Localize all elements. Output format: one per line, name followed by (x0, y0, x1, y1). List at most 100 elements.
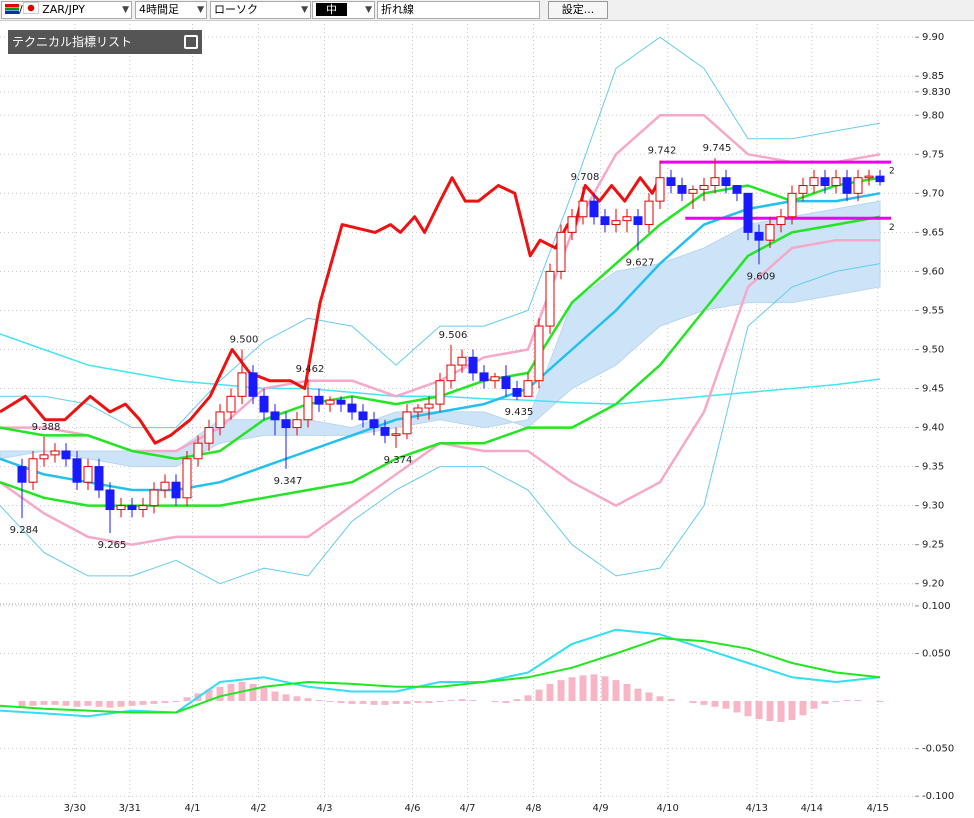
candle-body (710, 177, 720, 187)
candle-body (501, 376, 511, 390)
price-annotation: 9.435 (505, 407, 534, 418)
candle-body (270, 411, 280, 421)
timeframe-select[interactable]: 4時間足 ▼ (135, 1, 207, 19)
candle-body (589, 200, 599, 218)
indicator-panel[interactable]: テクニカル指標リスト (8, 30, 202, 54)
macd-bar (326, 701, 334, 702)
candle-body (248, 372, 258, 397)
dropdown-arrow: ▼ (301, 5, 308, 15)
macd-bar (733, 701, 741, 713)
toolbar: / ZAR/JPY ▼ 4時間足 ▼ ローソク ▼ 中 ▼ 折れ線 設定... (0, 0, 974, 21)
candle-body (743, 192, 753, 233)
candle-body (611, 220, 621, 226)
candle-body (446, 364, 456, 382)
size-select[interactable]: 中 ▼ (312, 1, 375, 19)
symbol-select[interactable]: / ZAR/JPY ▼ (1, 1, 132, 19)
x-tick-label: 4/9 (593, 803, 609, 814)
macd-bar (458, 699, 466, 702)
candle-body (655, 177, 665, 202)
candle-body (28, 458, 38, 483)
candle-body (600, 216, 610, 226)
settings-button[interactable]: 設定... (548, 1, 608, 19)
candle-body (721, 177, 731, 187)
overlay-input[interactable]: 折れ線 (377, 1, 540, 19)
macd-bar (370, 701, 378, 705)
candle-body (490, 376, 500, 382)
macd-bar (755, 701, 763, 720)
macd-bar (282, 694, 290, 702)
macd-bar (293, 696, 301, 702)
y-tick-label: 9.75 (922, 149, 944, 160)
candle-body (523, 380, 533, 397)
price-annotation: 9.462 (296, 364, 325, 375)
macd-bar (304, 698, 312, 702)
macd-bar (84, 701, 92, 706)
candle-body (369, 419, 379, 429)
candle-body (413, 407, 423, 413)
candle-body (182, 458, 192, 499)
candle-body (39, 454, 49, 460)
candle-body (644, 200, 654, 226)
macd-bar (447, 700, 455, 702)
macd-bar (414, 701, 422, 703)
candle-body (204, 427, 214, 444)
candle-body (787, 192, 797, 218)
macd-bar (601, 676, 609, 702)
x-tick-label: 4/13 (746, 803, 768, 814)
price-annotation: 9.374 (384, 455, 413, 466)
macd-bar (117, 701, 125, 707)
candle-body (72, 458, 82, 483)
candle-body (149, 489, 159, 507)
y-tick-label: 9.65 (922, 227, 944, 238)
macd-bar (788, 701, 796, 721)
macd-bar (568, 677, 576, 702)
candle-body (138, 505, 148, 511)
macd-bar (359, 701, 367, 704)
macd-bar (777, 701, 785, 722)
macd-bar (315, 700, 323, 702)
x-tick-label: 4/8 (525, 803, 541, 814)
candle-body (622, 216, 632, 222)
y-tick-label: 0.100 (922, 601, 951, 612)
candle-body (754, 231, 764, 241)
macd-bar (634, 688, 642, 702)
y-tick-label: 9.50 (922, 344, 944, 355)
x-tick-label: 4/2 (250, 803, 266, 814)
y-tick-label: 9.35 (922, 462, 944, 473)
macd-bar (667, 699, 675, 702)
macd-bar (491, 701, 499, 702)
y-tick-label: 0.050 (922, 648, 951, 659)
macd-line (0, 628, 881, 718)
candle-body (479, 372, 489, 382)
candle-body (61, 450, 71, 460)
macd-bar (524, 695, 532, 702)
price-annotation: 9.388 (32, 422, 61, 433)
candle-body (677, 185, 687, 194)
macd-bar (579, 675, 587, 702)
macd-bar (348, 701, 356, 704)
macd-bar (656, 696, 664, 702)
dropdown-arrow: ▼ (197, 5, 204, 15)
y-tick-label: 9.80 (922, 110, 944, 121)
y-tick-label: 9.90 (922, 32, 944, 43)
candle-body (281, 419, 291, 429)
macd-bar (832, 701, 840, 702)
flag-zar (5, 4, 19, 14)
candle-body (699, 185, 709, 190)
macd-bar (689, 701, 697, 703)
candle-body (831, 177, 841, 187)
settings: 設定... (561, 3, 595, 16)
panel-icon[interactable] (184, 35, 198, 49)
macd-bar (271, 691, 279, 702)
candle-body (853, 177, 863, 194)
style-select[interactable]: ローソク ▼ (210, 1, 311, 19)
macd-bar (590, 674, 598, 702)
price-annotation: 9.500 (230, 334, 259, 345)
macd-bar (810, 701, 818, 709)
x-tick-label: 3/30 (64, 803, 86, 814)
macd-bar (51, 701, 59, 705)
candle-body (875, 175, 885, 183)
macd-bar (139, 701, 147, 705)
macd-bar (502, 701, 510, 703)
candle-body (864, 175, 874, 179)
